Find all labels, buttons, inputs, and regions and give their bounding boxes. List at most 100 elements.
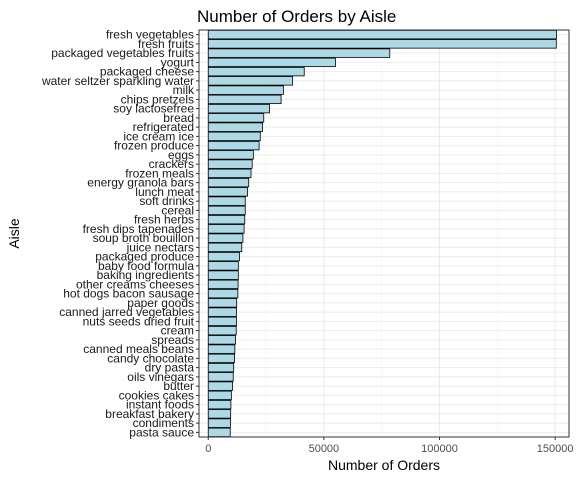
- y-tick-label: condiments: [133, 416, 194, 430]
- bar: [207, 298, 238, 308]
- y-tick-label: candy chocolate: [107, 351, 194, 365]
- y-tick-label: fresh vegetables: [106, 28, 194, 42]
- bar: [207, 325, 237, 336]
- bar: [207, 233, 244, 243]
- x-tick-label: 150000: [537, 443, 574, 455]
- y-tick-label: baking ingredients: [97, 268, 194, 282]
- y-tick-label: butter: [163, 379, 194, 393]
- y-axis-title: Aisle: [6, 218, 22, 249]
- y-tick-label: soy lactosefree: [113, 102, 194, 116]
- bar: [207, 390, 232, 401]
- y-tick-label: juice nectars: [126, 240, 194, 254]
- y-tick-label: yogurt: [161, 55, 195, 69]
- y-tick-label: canned jarred vegetables: [59, 305, 194, 319]
- y-tick-label: cereal: [161, 203, 194, 217]
- bar: [207, 288, 239, 299]
- bar: [207, 381, 233, 391]
- bar: [207, 103, 270, 114]
- x-tick-label: 50000: [309, 443, 340, 455]
- y-tick-label: eggs: [168, 148, 194, 162]
- bar: [207, 57, 336, 68]
- bar: [207, 29, 557, 40]
- bar: [207, 409, 232, 419]
- bar: [207, 177, 250, 188]
- x-tick-label: 0: [205, 443, 211, 455]
- bar: [207, 187, 248, 197]
- bar: [207, 362, 235, 373]
- bar: [207, 76, 294, 86]
- x-tick-label: 100000: [421, 443, 458, 455]
- y-tick-label: fresh fruits: [138, 37, 194, 51]
- y-tick-label: water seltzer sparkling water: [41, 74, 194, 88]
- y-tick-label: cream: [161, 324, 194, 338]
- bar: [207, 122, 263, 132]
- y-tick-label: ice cream ice: [123, 129, 194, 143]
- bar: [207, 168, 252, 179]
- y-tick-label: fresh herbs: [134, 213, 194, 227]
- bar: [207, 85, 284, 95]
- y-tick-label: paper goods: [127, 296, 194, 310]
- y-tick-label: soup broth bouillon: [93, 231, 194, 245]
- y-tick-label: spreads: [151, 333, 194, 347]
- bar: [207, 251, 240, 262]
- x-axis-title: Number of Orders: [328, 457, 440, 473]
- bar: [207, 214, 246, 225]
- y-tick-label: frozen meals: [125, 166, 194, 180]
- y-tick-label: instant foods: [126, 398, 194, 412]
- bar: [207, 66, 305, 77]
- y-tick-label: pasta sauce: [129, 425, 194, 439]
- bar: [207, 335, 236, 345]
- bar: [207, 94, 282, 105]
- bar: [207, 150, 254, 160]
- y-tick-label: hot dogs bacon sausage: [63, 287, 194, 301]
- bar: [207, 399, 232, 410]
- y-tick-label: soft drinks: [139, 194, 194, 208]
- bar: [207, 418, 231, 428]
- bar: [207, 316, 237, 327]
- bar: [207, 353, 236, 364]
- y-tick-label: nuts seeds dried fruit: [83, 314, 195, 328]
- y-tick-label: energy granola bars: [87, 176, 194, 190]
- y-tick-label: crackers: [149, 157, 194, 171]
- y-tick-label: dry pasta: [145, 361, 195, 375]
- bar: [207, 159, 253, 169]
- y-tick-label: oils vinegars: [127, 370, 194, 384]
- y-tick-label: milk: [173, 83, 195, 97]
- bar: [207, 140, 260, 151]
- y-tick-label: packaged vegetables fruits: [51, 46, 194, 60]
- bar: [207, 270, 239, 280]
- y-tick-label: breakfast bakery: [105, 407, 194, 421]
- bar: [207, 113, 265, 123]
- bar: [207, 39, 557, 49]
- y-tick-label: other creams cheeses: [76, 277, 194, 291]
- bar: [207, 205, 246, 216]
- y-tick-label: chips pretzels: [121, 92, 194, 106]
- bar: [207, 427, 231, 438]
- bar: [207, 48, 391, 58]
- y-tick-label: packaged cheese: [100, 65, 194, 79]
- bar: [207, 344, 236, 354]
- y-tick-label: cookies cakes: [119, 388, 194, 402]
- y-tick-label: fresh dips tapenades: [83, 222, 194, 236]
- bar: [207, 307, 237, 317]
- bar: [207, 261, 239, 271]
- bars: [207, 29, 557, 438]
- bar: [207, 196, 246, 206]
- plot-panel-border: [198, 29, 570, 438]
- y-tick-label: baby food formula: [98, 259, 194, 273]
- chart-title: Number of Orders by Aisle: [197, 7, 396, 26]
- bar: [207, 131, 261, 142]
- bar: [207, 242, 243, 253]
- y-tick-label: refrigerated: [133, 120, 194, 134]
- bar: [207, 279, 239, 290]
- y-tick-label: bread: [163, 111, 194, 125]
- y-tick-label: packaged produce: [95, 250, 194, 264]
- y-tick-label: canned meals beans: [83, 342, 194, 356]
- y-tick-label: lunch meat: [135, 185, 194, 199]
- y-tick-label: frozen produce: [114, 139, 194, 153]
- bar: [207, 372, 234, 382]
- x-axis-ticks: 0 50000 100000 150000: [205, 437, 573, 455]
- bar: [207, 224, 245, 234]
